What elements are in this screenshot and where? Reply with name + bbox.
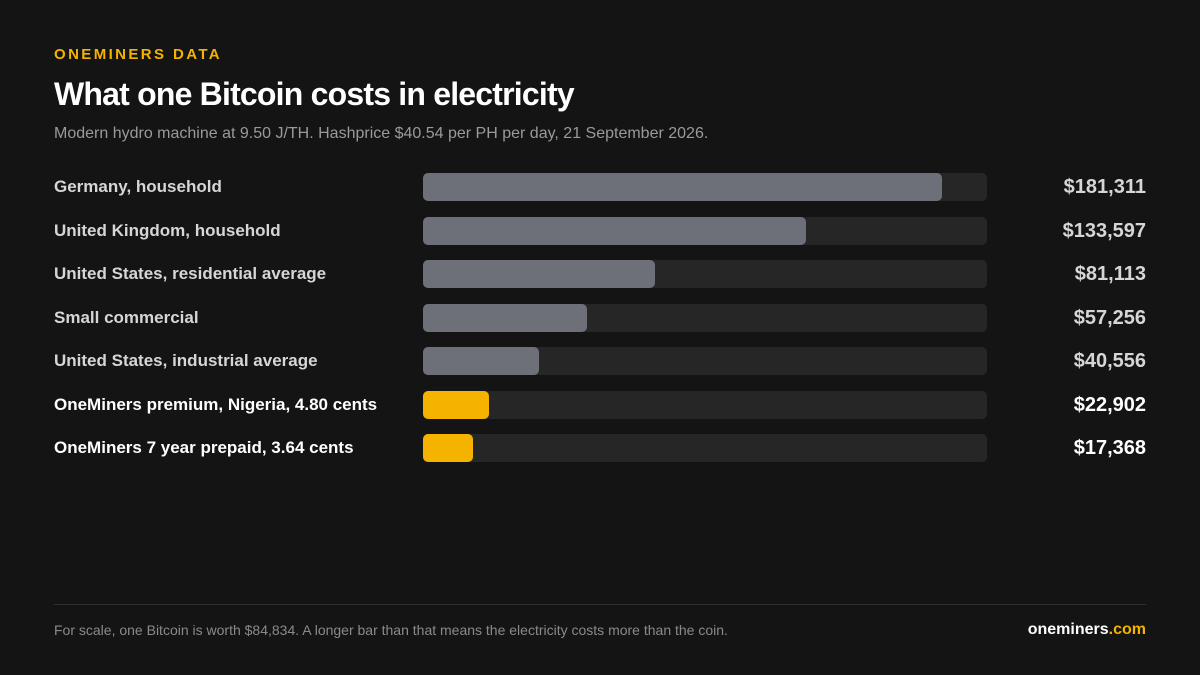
bar — [423, 434, 473, 462]
value-label: $57,256 — [1073, 307, 1146, 329]
bar-track — [423, 173, 987, 201]
bar — [423, 304, 587, 332]
bar-track — [423, 391, 987, 419]
value-label: $22,902 — [1073, 394, 1146, 416]
bar-row: OneMiners premium, Nigeria, 4.80 cents $2… — [54, 390, 1146, 420]
bar-chart: Germany, household $181,311 United Kingdom… — [54, 172, 1146, 463]
eyebrow-label: ONEMINERS DATA — [54, 46, 223, 63]
category-label: OneMiners premium, Nigeria, 4.80 cents — [54, 395, 378, 414]
footnote: For scale, one Bitcoin is worth $84,834.… — [54, 622, 728, 638]
category-label: OneMiners 7 year prepaid, 3.64 cents — [54, 438, 354, 457]
category-label: Small commercial — [54, 308, 199, 327]
bar-track — [423, 347, 987, 375]
category-label: United States, residential average — [54, 264, 327, 283]
bar — [423, 173, 943, 201]
brand-wordmark: oneminers.com — [1028, 621, 1146, 639]
bar — [423, 260, 656, 288]
bar-row: United Kingdom, household $133,597 — [54, 216, 1146, 246]
value-label: $181,311 — [1063, 176, 1146, 198]
chart-subtitle: Modern hydro machine at 9.50 J/TH. Hashp… — [54, 125, 709, 142]
value-label: $133,597 — [1062, 220, 1146, 242]
bar-row: United States, industrial average $40,556 — [54, 346, 1146, 376]
footer-divider — [54, 604, 1146, 605]
bar-row: Germany, household $181,311 — [54, 172, 1146, 202]
bar-row: OneMiners 7 year prepaid, 3.64 cents $17,… — [54, 433, 1146, 463]
brand-tld: .com — [1108, 621, 1146, 638]
bar-track — [423, 260, 987, 288]
value-label: $40,556 — [1073, 350, 1146, 372]
bar — [423, 347, 540, 375]
chart-title: What one Bitcoin costs in electricity — [54, 76, 575, 112]
category-label: United Kingdom, household — [54, 221, 281, 240]
bar-row: Small commercial $57,256 — [54, 303, 1146, 333]
bar-track — [423, 304, 987, 332]
bar — [423, 391, 489, 419]
bar — [423, 217, 806, 245]
value-label: $17,368 — [1073, 437, 1146, 459]
brand-name: oneminers — [1027, 621, 1109, 638]
value-label: $81,113 — [1074, 263, 1146, 285]
bar-track — [423, 217, 987, 245]
bar-track — [423, 434, 987, 462]
bar-row: United States, residential average $81,11… — [54, 259, 1146, 289]
category-label: Germany, household — [54, 177, 222, 196]
category-label: United States, industrial average — [54, 351, 318, 370]
